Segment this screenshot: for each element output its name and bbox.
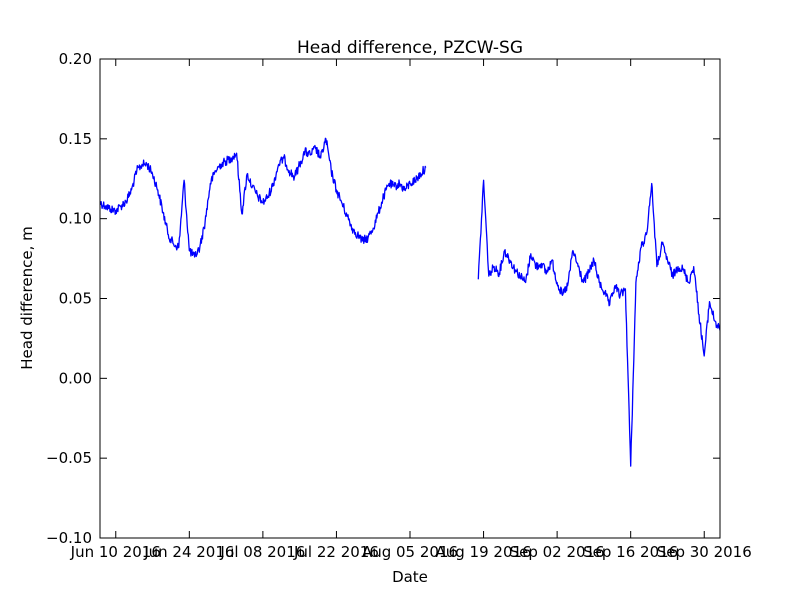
x-tick-label: Jun 10 2016 — [70, 543, 161, 561]
x-axis-label: Date — [392, 568, 428, 586]
y-tick-label: −0.10 — [46, 529, 92, 547]
x-tick-label: Sep 30 2016 — [657, 543, 752, 561]
plot-frame — [99, 58, 721, 539]
y-tick-label: 0.10 — [59, 210, 92, 228]
x-tick-label: Aug 19 2016 — [436, 543, 532, 561]
x-tick-label: Jun 24 2016 — [143, 543, 234, 561]
y-axis-label: Head difference, m — [18, 226, 36, 369]
y-tick-label: 0.15 — [59, 130, 92, 148]
x-tick-label: Jul 22 2016 — [293, 543, 379, 561]
y-tick-label: 0.20 — [59, 50, 92, 68]
x-tick-label: Sep 02 2016 — [510, 543, 605, 561]
series-line — [477, 179, 720, 467]
x-tick-label: Aug 05 2016 — [362, 543, 458, 561]
x-tick-label: Sep 16 2016 — [583, 543, 678, 561]
y-tick-label: 0.05 — [59, 290, 92, 308]
x-tick-label: Jul 08 2016 — [219, 543, 305, 561]
y-tick-label: 0.00 — [59, 369, 92, 387]
y-tick-label: −0.05 — [46, 449, 92, 467]
chart-title: Head difference, PZCW-SG — [297, 38, 523, 58]
y-axis: −0.10 −0.05 0.00 0.05 0.10 0.15 0.20 — [46, 50, 720, 547]
series-line — [100, 137, 427, 258]
